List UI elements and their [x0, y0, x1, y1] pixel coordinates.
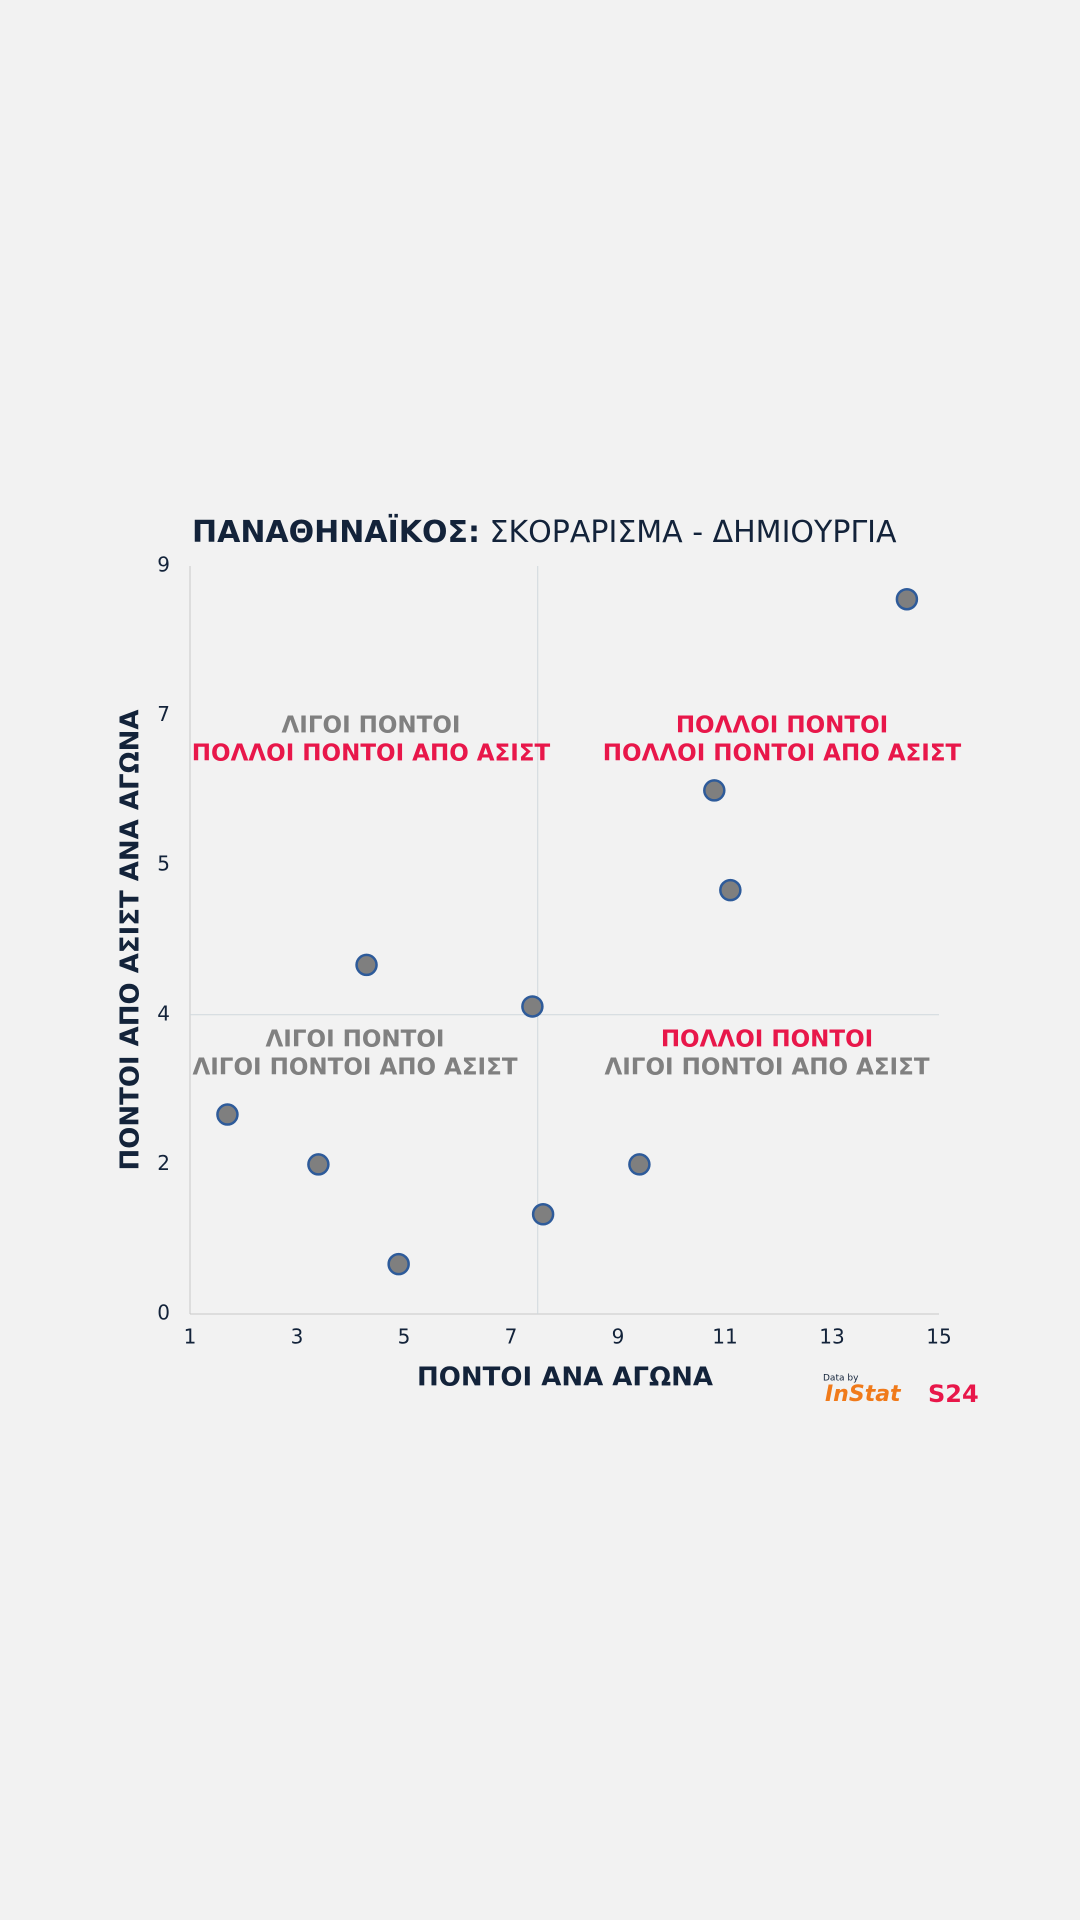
source-name: InStat	[825, 1382, 902, 1407]
y-tick-label: 5	[157, 852, 170, 876]
x-tick-label: 1	[184, 1325, 197, 1349]
title-rest: ΣΚΟΡΑΡΙΣΜΑ - ΔΗΜΙΟΥΡΓΙΑ	[490, 515, 897, 550]
x-tick-label: 13	[819, 1325, 844, 1349]
point	[355, 953, 378, 977]
y-axis-label: ΠΟΝΤΟΙ ΑΠΟ ΑΣΙΣΤ ΑΝΑ ΑΓΩΝΑ	[116, 709, 146, 1170]
chart-title: ΠΑΝΑΘΗΝΑΪΚΟΣ: ΣΚΟΡΑΡΙΣΜΑ - ΔΗΜΙΟΥΡΓΙΑ	[192, 514, 897, 550]
x-tick-label: 7	[505, 1325, 518, 1349]
quadrant-label: ΛΙΓΟΙ ΠΟΝΤΟΙ	[282, 713, 461, 739]
title-bold: ΠΑΝΑΘΗΝΑΪΚΟΣ:	[192, 514, 480, 550]
quadrant-label: ΠΟΛΛΟΙ ΠΟΝΤΟΙ ΑΠΟ ΑΣΙΣΤ	[603, 741, 962, 767]
brand: S24	[928, 1380, 979, 1408]
point	[703, 779, 726, 802]
x-tick-label: 15	[926, 1325, 951, 1349]
point	[387, 1252, 410, 1276]
x-tick-label: 11	[712, 1325, 737, 1349]
x-tick-label: 5	[398, 1325, 411, 1349]
x-tick-label: 9	[612, 1325, 625, 1349]
point	[719, 878, 742, 902]
y-tick-label: 0	[157, 1301, 170, 1325]
quadrant-label: ΛΙΓΟΙ ΠΟΝΤΟΙ ΑΠΟ ΑΣΙΣΤ	[604, 1055, 929, 1081]
quadrant-label: ΛΙΓΟΙ ΠΟΝΤΟΙ ΑΠΟ ΑΣΙΣΤ	[192, 1055, 517, 1081]
quadrant-label: ΠΟΛΛΟΙ ΠΟΝΤΟΙ	[676, 713, 888, 739]
source-prefix: Data by	[823, 1374, 859, 1384]
point	[216, 1103, 239, 1126]
x-tick-label: 3	[291, 1325, 304, 1349]
point	[307, 1153, 330, 1176]
point	[895, 587, 919, 611]
y-tick-label: 2	[157, 1151, 170, 1175]
y-tick-label: 7	[157, 702, 170, 726]
quadrant-label: ΛΙΓΟΙ ΠΟΝΤΟΙ	[266, 1027, 445, 1053]
y-tick-label: 4	[157, 1001, 170, 1025]
y-tick-label: 9	[157, 553, 170, 577]
point	[521, 995, 544, 1018]
quadrant-label: ΠΟΛΛΟΙ ΠΟΝΤΟΙ ΑΠΟ ΑΣΙΣΤ	[192, 741, 551, 767]
x-axis-label: ΠΟΝΤΟΙ ΑΝΑ ΑΓΩΝΑ	[417, 1363, 713, 1393]
quadrant-label: ΠΟΛΛΟΙ ΠΟΝΤΟΙ	[661, 1027, 873, 1053]
point	[628, 1153, 651, 1176]
point	[531, 1203, 555, 1226]
